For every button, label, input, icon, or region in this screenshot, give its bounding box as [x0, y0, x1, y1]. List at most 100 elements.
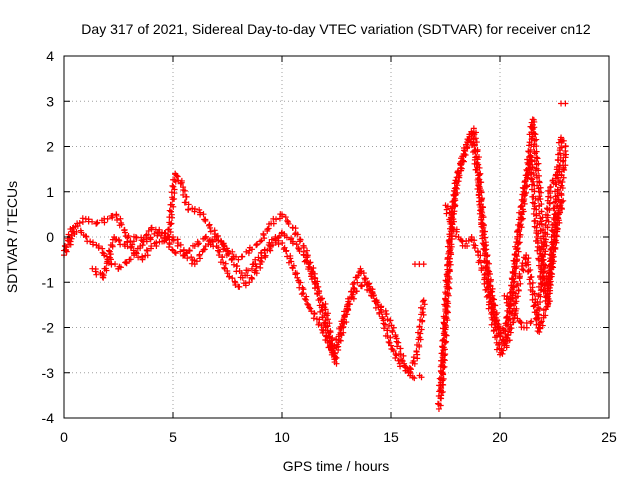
data-marker: [294, 231, 301, 238]
data-marker: [478, 267, 485, 274]
data-marker: [504, 313, 511, 320]
data-marker: [244, 272, 251, 279]
data-marker: [560, 137, 567, 144]
data-marker: [289, 240, 296, 247]
data-marker: [557, 136, 564, 143]
data-marker: [506, 326, 513, 333]
data-marker: [123, 259, 130, 266]
data-marker: [442, 290, 449, 297]
data-marker: [288, 235, 295, 242]
data-marker: [323, 332, 330, 339]
data-marker: [303, 252, 310, 259]
data-marker: [468, 236, 475, 243]
data-marker: [515, 240, 522, 247]
data-marker: [390, 324, 397, 331]
data-marker: [248, 274, 255, 281]
data-marker: [512, 310, 519, 317]
data-marker: [411, 375, 418, 382]
data-marker: [273, 216, 280, 223]
data-marker: [219, 253, 226, 260]
data-marker: [503, 299, 510, 306]
data-marker: [101, 252, 108, 259]
data-marker: [385, 338, 392, 345]
data-marker: [242, 280, 249, 287]
data-marker: [292, 271, 299, 278]
data-marker: [243, 248, 250, 255]
data-marker: [416, 324, 423, 331]
data-marker: [442, 307, 449, 314]
data-marker: [530, 171, 537, 178]
data-marker: [485, 292, 492, 299]
data-marker: [295, 245, 302, 252]
data-marker: [507, 302, 514, 309]
data-marker: [529, 125, 536, 132]
data-marker: [169, 194, 176, 201]
data-marker: [288, 258, 295, 265]
data-marker: [283, 234, 290, 241]
data-marker: [245, 267, 252, 274]
data-marker: [354, 279, 361, 286]
data-marker: [318, 326, 325, 333]
data-marker: [118, 221, 125, 228]
data-marker: [308, 273, 315, 280]
data-marker: [420, 305, 427, 312]
data-marker: [470, 141, 477, 148]
data-marker: [537, 319, 544, 326]
data-marker: [539, 253, 546, 260]
data-marker: [328, 351, 335, 358]
data-marker: [82, 233, 89, 240]
data-marker: [177, 248, 184, 255]
data-marker: [533, 230, 540, 237]
data-marker: [117, 264, 124, 271]
data-marker: [95, 244, 102, 251]
y-tick-labels: -4 -3 -2 -1 0 1 2 3 4: [42, 48, 55, 426]
data-marker: [171, 186, 178, 193]
data-marker: [183, 193, 190, 200]
data-marker: [556, 190, 563, 197]
data-marker: [261, 246, 268, 253]
data-marker: [315, 290, 322, 297]
data-marker: [540, 312, 547, 319]
data-marker: [189, 205, 196, 212]
data-marker: [506, 337, 513, 344]
data-marker: [298, 291, 305, 298]
data-marker: [350, 284, 357, 291]
data-marker: [351, 285, 358, 292]
data-marker: [386, 339, 393, 346]
data-marker: [289, 264, 296, 271]
data-marker: [296, 279, 303, 286]
data-marker: [417, 330, 424, 337]
data-marker: [533, 212, 540, 219]
data-marker: [211, 233, 218, 240]
data-marker: [525, 255, 532, 262]
data-marker: [438, 361, 445, 368]
data-marker: [417, 316, 424, 323]
data-marker: [540, 246, 547, 253]
data-marker: [236, 283, 243, 290]
data-marker: [294, 274, 301, 281]
data-marker: [531, 223, 538, 230]
data-marker: [439, 369, 446, 376]
x-axis-label: GPS time / hours: [283, 458, 390, 474]
data-marker: [451, 185, 458, 192]
data-marker: [318, 295, 325, 302]
data-marker: [333, 354, 340, 361]
data-marker: [117, 215, 124, 222]
data-marker: [453, 228, 460, 235]
data-marker: [512, 258, 519, 265]
data-marker: [191, 206, 198, 213]
data-marker: [442, 321, 449, 328]
data-marker: [272, 234, 279, 240]
data-marker: [315, 321, 322, 328]
data-marker: [529, 133, 536, 140]
data-marker: [103, 253, 110, 260]
data-marker: [444, 283, 451, 290]
data-marker: [420, 261, 427, 268]
data-marker: [333, 344, 340, 351]
data-marker: [533, 154, 540, 161]
data-marker: [501, 292, 508, 299]
data-marker: [478, 223, 485, 230]
data-marker: [543, 292, 550, 299]
data-marker: [105, 247, 112, 254]
data-marker: [413, 348, 420, 355]
